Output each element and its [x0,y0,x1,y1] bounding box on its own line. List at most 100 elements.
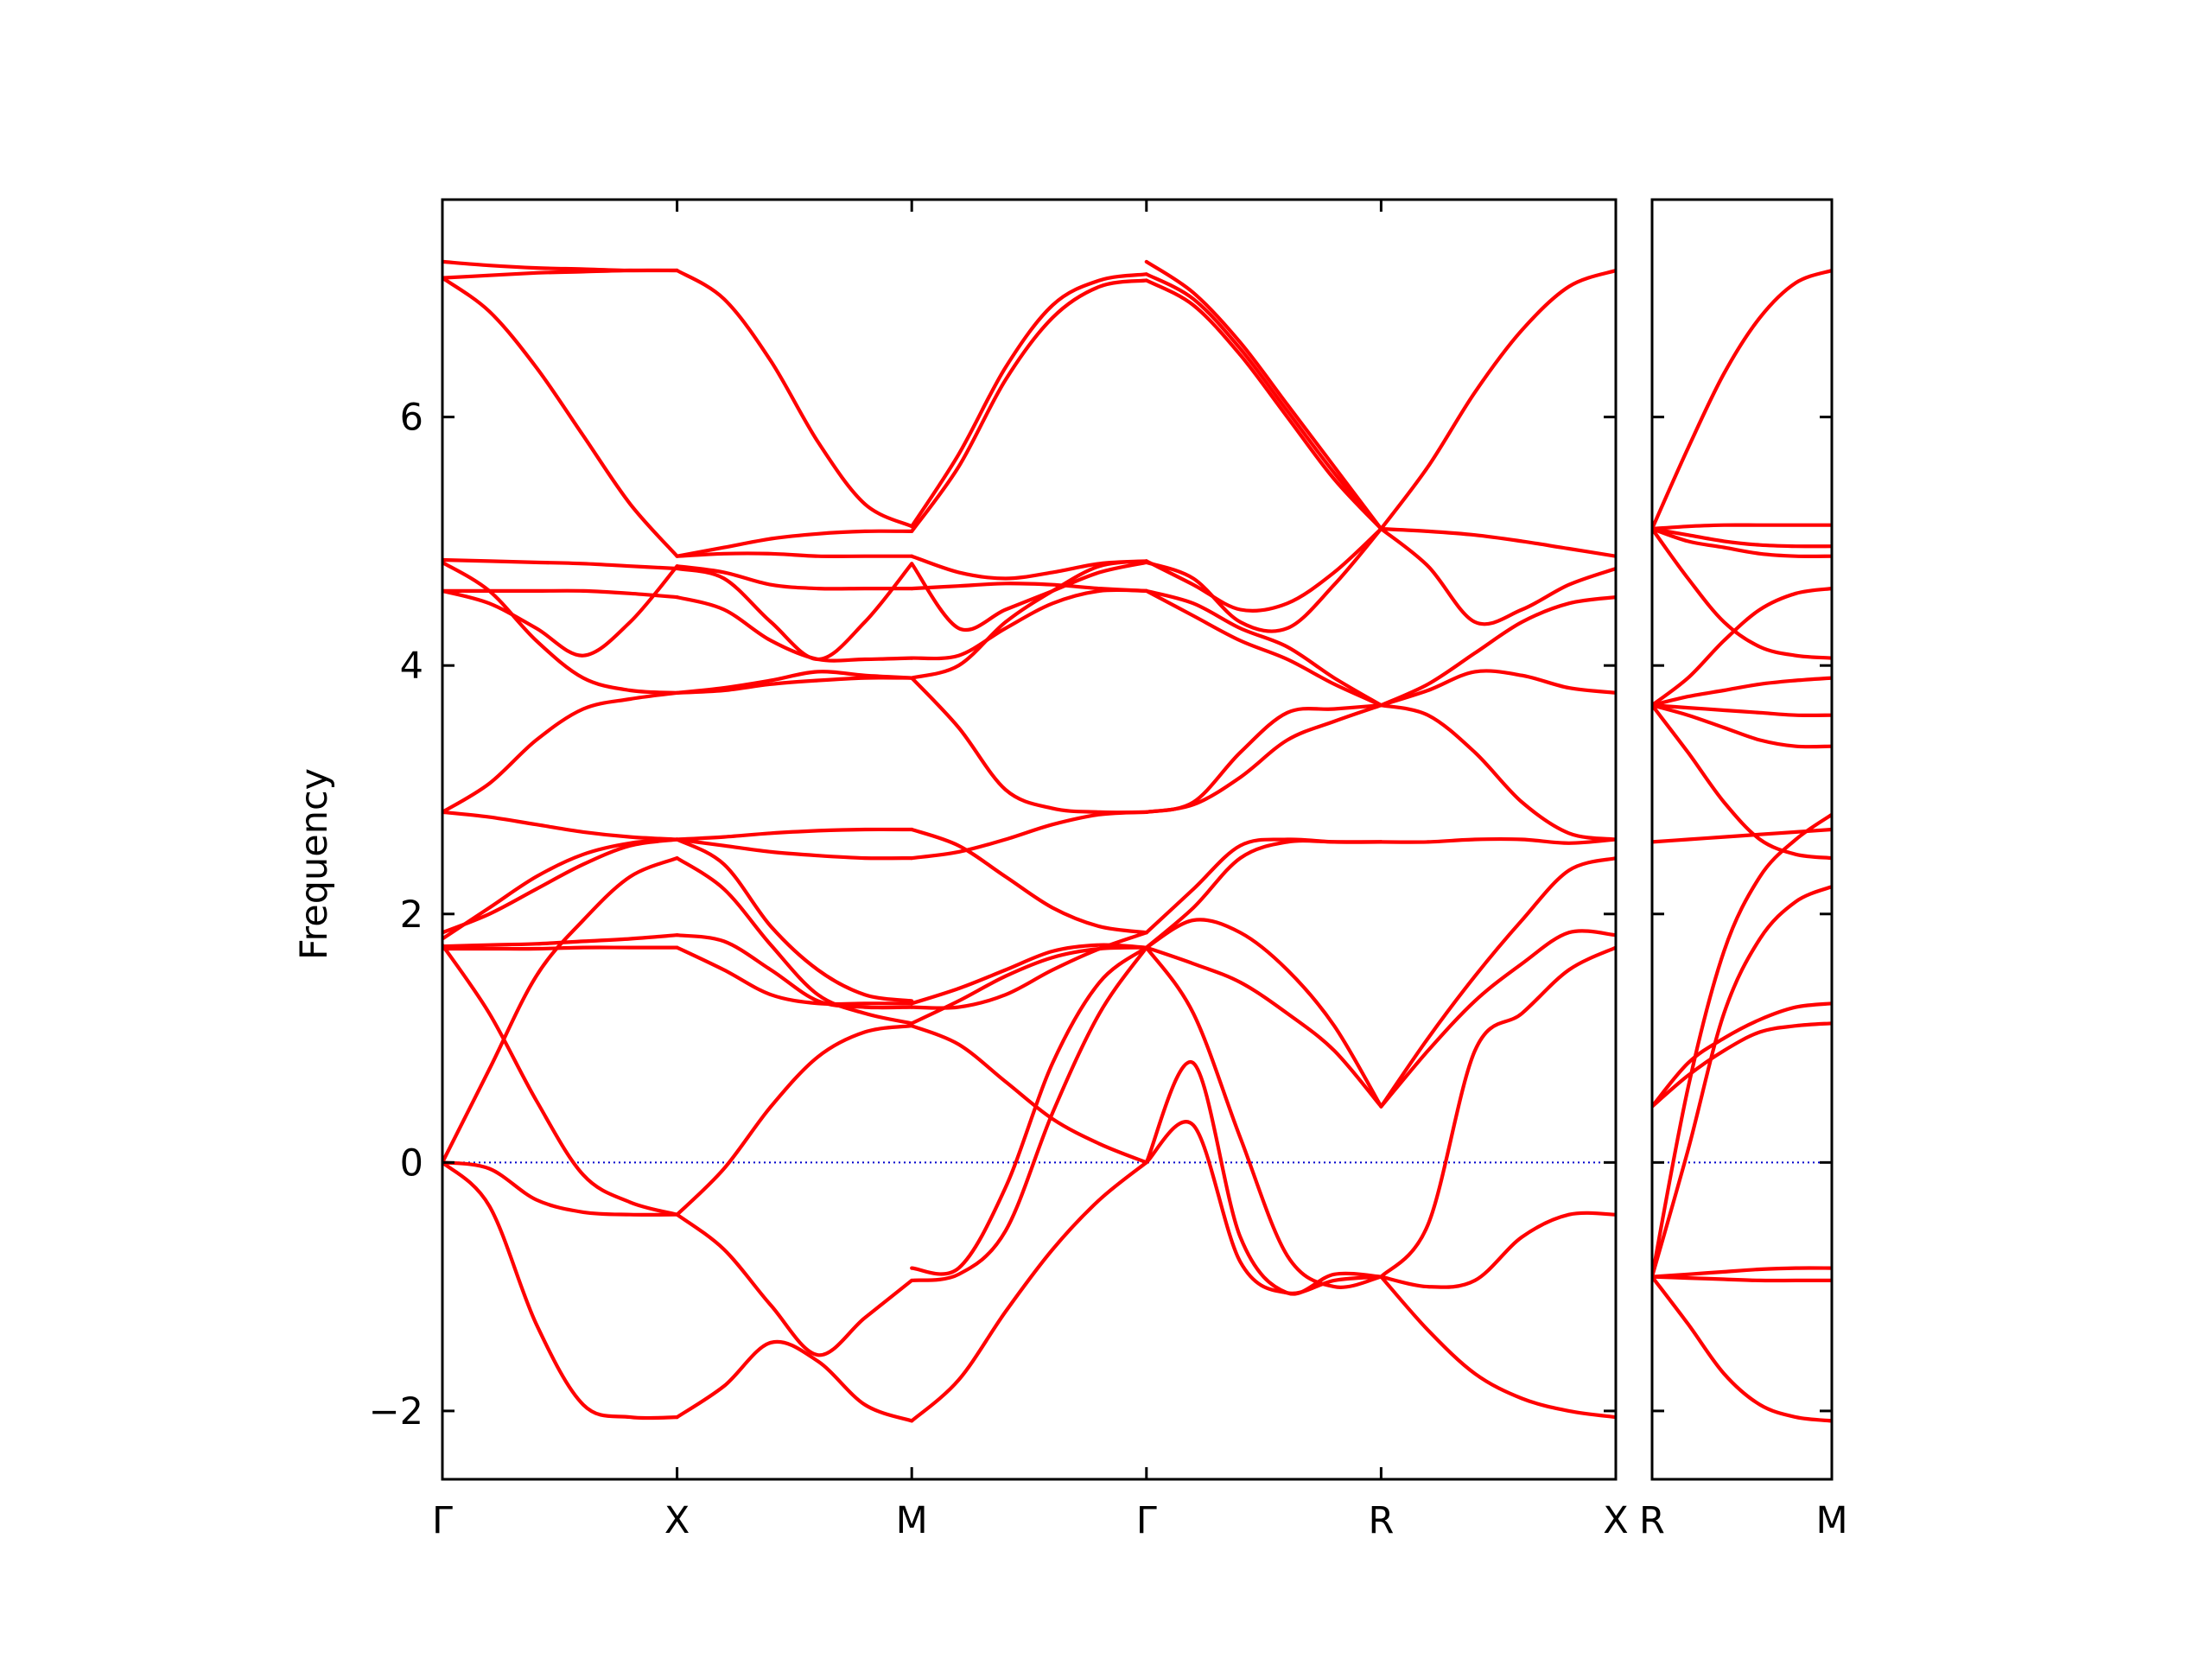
band-line [442,560,679,695]
x-tick-label: M [896,1499,928,1542]
band-line [910,676,1148,815]
x-tick-label: R [1368,1499,1394,1542]
band-line [910,945,1148,1276]
band-line [1652,1274,1832,1423]
y-tick-label: 0 [400,1141,423,1185]
band-line [1379,669,1616,708]
band-line [1144,526,1383,613]
band-line [675,676,914,695]
band-line [442,1160,679,1217]
x-tick-label: X [1603,1499,1628,1542]
band-line [1652,523,1832,531]
band-line [1652,703,1832,861]
band-line [442,564,679,658]
band-line [442,276,679,558]
band-line [1144,588,1383,708]
band-line [675,1212,914,1357]
band-line [1144,703,1383,814]
band-line [1144,526,1383,633]
y-tick-label: 2 [400,893,423,937]
band-line [910,1160,1148,1423]
band-line [442,945,679,951]
band-line [1379,526,1616,558]
band-line [1652,1001,1832,1109]
band-line [442,588,679,600]
band-line [1652,676,1832,708]
band-line [1652,1266,1832,1279]
band-line [442,810,679,842]
band-line [442,690,679,814]
band-line [1652,1274,1832,1283]
band-line [675,551,914,558]
band-line [675,856,914,1026]
band-line [442,856,679,1165]
band-line [1379,1211,1616,1289]
band-line [910,272,1148,529]
x-tick-label: M [1815,1499,1847,1542]
band-line [442,943,679,1217]
band-line [910,810,1148,861]
band-line [1379,856,1616,1109]
band-line [910,560,1148,632]
band-line [1379,945,1616,1279]
band-line [910,1024,1148,1165]
band-line [675,595,914,663]
band-line [1652,587,1832,708]
band-line [1652,526,1832,549]
band-line [1652,703,1832,749]
band-line [1144,278,1383,531]
band-line [1652,1021,1832,1109]
band-line [1144,259,1383,531]
band-line [910,945,1148,1282]
band-line [442,557,679,571]
y-tick-label: −2 [369,1390,423,1433]
band-line [1379,1274,1616,1420]
x-tick-label: R [1639,1499,1665,1542]
band-line [1379,836,1616,845]
x-tick-label: X [664,1499,690,1542]
band-line [442,837,679,935]
y-tick-label: 6 [400,397,423,440]
band-line [1144,272,1383,531]
band-line [1652,526,1832,660]
plot-frame [1650,198,1834,1481]
band-line [1379,526,1616,626]
band-lines [1652,268,1832,1423]
band-line [1144,703,1383,814]
band-line [1144,945,1383,1109]
band-line [1379,268,1616,531]
band-line [675,837,914,1003]
band-line [675,827,914,842]
band-line [675,564,914,591]
band-line [1652,268,1832,531]
band-line [1144,838,1383,950]
x-tick-label: Γ [432,1499,453,1542]
band-line [1652,827,1832,844]
band-line [1379,703,1616,842]
band-line [675,1024,914,1217]
band-line [910,582,1148,593]
band-line [1144,945,1383,1289]
band-line [1379,929,1616,1109]
band-line [675,670,914,695]
band-line [1144,918,1383,1109]
band-line [1144,1059,1383,1296]
band-line [675,268,914,529]
band-line [675,837,914,861]
band-line [910,554,1148,581]
x-tick-label: Γ [1136,1499,1157,1542]
band-line [910,943,1148,1006]
plot-frame [441,198,1618,1481]
y-axis-label: Frequency [293,768,336,960]
band-line [675,562,914,662]
band-line [1652,526,1832,558]
band-line [910,931,1148,1010]
band-line [442,1160,679,1421]
band-line [910,559,1148,680]
band-line [442,933,679,949]
band-line [675,529,914,558]
band-line [1144,588,1383,708]
y-tick-label: 4 [400,645,423,688]
